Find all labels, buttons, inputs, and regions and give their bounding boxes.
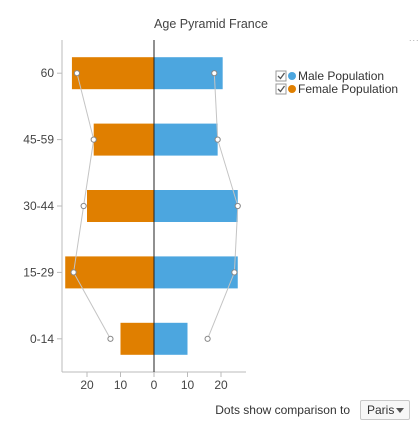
- chevron-down-icon: [396, 407, 404, 413]
- comparison-control: Dots show comparison to Paris: [180, 398, 410, 422]
- checkmark-icon: [277, 85, 286, 93]
- female-comparison-dot-15-29: [70, 269, 77, 276]
- female-comparison-dot-60: [73, 70, 81, 77]
- male-comparison-dot-0-14: [204, 335, 211, 342]
- male-bar-15-29: [154, 256, 238, 289]
- x-tick-label: 20: [214, 378, 228, 392]
- chart-title: Age Pyramid France: [154, 17, 268, 31]
- female-comparison-dot-30-44: [80, 202, 87, 210]
- male-comparison-dot-45-59: [214, 136, 221, 143]
- y-tick-label: 0-14: [30, 332, 54, 346]
- comparison-city-value: Paris: [367, 403, 395, 417]
- chart-menu-icon[interactable]: ...: [409, 33, 420, 43]
- legend-marker: [288, 72, 296, 80]
- comparison-city-select[interactable]: Paris: [360, 400, 410, 420]
- male-bar-30-44: [154, 190, 238, 222]
- female-comparison-dot-45-59: [90, 136, 97, 143]
- x-tick-label: 20: [80, 378, 94, 392]
- female-bar-45-59: [93, 123, 154, 156]
- x-tick-label: 10: [181, 378, 195, 392]
- legend-checkbox: [275, 83, 287, 95]
- male-comparison-dot-15-29: [231, 269, 238, 276]
- male-bar-0-14: [154, 322, 188, 355]
- y-tick-label: 30-44: [23, 199, 54, 213]
- y-tick-label: 15-29: [23, 265, 54, 279]
- legend-label: Male Population: [298, 69, 384, 83]
- male-comparison-dot-30-44: [234, 202, 241, 210]
- legend-marker: [288, 85, 296, 93]
- female-bar-0-14: [120, 322, 154, 355]
- female-bar-30-44: [87, 190, 154, 222]
- female-bar-15-29: [65, 256, 154, 289]
- y-tick-label: 60: [41, 66, 55, 80]
- comparison-label: Dots show comparison to: [215, 403, 350, 417]
- legend-checkbox: [275, 70, 287, 82]
- male-bar-45-59: [154, 123, 218, 156]
- female-bar-60: [71, 57, 154, 90]
- legend-label: Female Population: [298, 82, 398, 96]
- y-tick-label: 45-59: [23, 133, 54, 147]
- checkmark-icon: [277, 72, 286, 80]
- x-tick-label: 10: [114, 378, 128, 392]
- male-comparison-dot-60: [211, 70, 218, 77]
- x-tick-label: 0: [151, 378, 158, 392]
- female-comparison-dot-0-14: [107, 335, 114, 342]
